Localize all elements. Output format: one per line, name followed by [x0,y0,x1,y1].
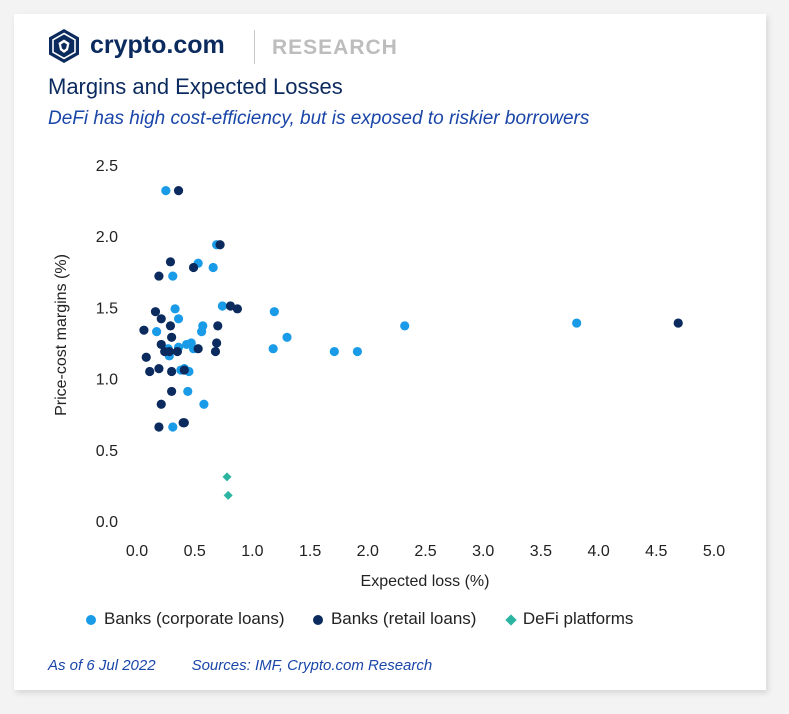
point-defi [223,490,233,500]
x-axis-title: Expected loss (%) [361,573,490,590]
point-corporate [168,271,178,281]
chart-card [14,14,766,690]
point-retail [172,346,182,357]
point-retail [154,364,164,374]
point-corporate [173,314,184,324]
y-axis-ticks: 0.0 0.5 1.0 1.5 2.0 2.5 [96,158,118,531]
point-corporate [217,301,227,311]
point-corporate [329,346,339,357]
x-tick-label: 4.0 [587,543,609,560]
crypto-com-lion-shield-icon [49,29,79,63]
point-retail [673,318,683,328]
point-retail [179,365,189,375]
point-retail [213,321,223,331]
point-retail [165,257,176,267]
y-tick-label: 2.0 [96,229,118,246]
point-corporate [268,344,278,354]
legend-marker-defi [505,613,517,626]
legend-item-corporate: Banks (corporate loans) [86,609,284,629]
point-corporate [161,186,171,196]
point-retail [145,366,155,377]
point-retail [225,301,236,311]
point-corporate [269,307,279,317]
point-retail [150,307,161,317]
y-tick-label: 1.5 [96,300,118,317]
chart-footer: As of 6 Jul 2022 Sources: IMF, Crypto.com… [48,657,432,674]
y-tick-label: 0.0 [96,514,118,531]
point-retail [178,418,188,428]
point-corporate [168,422,178,432]
point-retail [210,346,221,357]
point-corporate [282,332,292,342]
point-retail [165,321,176,331]
x-tick-label: 2.5 [414,543,436,560]
x-tick-label: 3.0 [472,543,494,560]
legend-label-corporate: Banks (corporate loans) [104,609,285,628]
legend-label-retail: Banks (retail loans) [330,609,477,628]
point-retail [139,325,149,335]
point-retail [156,314,166,324]
x-tick-label: 4.5 [645,543,667,560]
x-tick-label: 0.0 [126,543,148,560]
point-corporate [352,346,363,357]
x-tick-label: 2.0 [357,543,379,560]
point-retail [173,186,184,196]
legend-marker-retail [312,614,323,625]
point-defi [222,472,232,482]
as-of-date: As of 6 Jul 2022 [48,657,156,674]
y-axis-title: Price-cost margins (%) [53,254,70,416]
point-retail [164,346,174,357]
point-retail [154,271,164,281]
x-axis-ticks: 0.0 0.5 1.0 1.5 2.0 2.5 3.0 3.5 4.0 4.5 5.0 [126,543,725,560]
x-tick-label: 5.0 [703,543,725,560]
sources-note: Sources: IMF, Crypto.com Research [191,657,433,674]
point-corporate [183,386,193,397]
point-retail [167,386,177,397]
brand-divider [254,30,255,64]
point-retail [154,422,164,432]
point-retail [232,304,242,314]
brand-name: crypto.com [90,31,225,59]
legend-item-retail: Banks (retail loans) [312,609,477,629]
chart-subtitle: DeFi has high cost-efficiency, but is ex… [48,108,590,129]
point-corporate [197,327,207,337]
x-tick-label: 3.5 [530,543,552,560]
chart-title: Margins and Expected Losses [48,74,343,99]
legend-label-defi: DeFi platforms [522,609,634,628]
point-corporate [208,262,218,273]
point-retail [188,262,199,273]
point-retail [167,366,177,377]
point-retail [215,240,225,250]
point-retail [167,332,177,342]
x-tick-label: 1.0 [241,543,263,560]
legend-marker-corporate [86,614,96,625]
point-retail [156,399,166,409]
legend-item-defi: DeFi platforms [505,609,634,629]
point-retail [193,344,203,354]
point-retail [156,339,166,350]
point-corporate [152,327,162,337]
y-tick-label: 2.5 [96,158,118,175]
brand-section: RESEARCH [272,36,398,59]
chart-legend: Banks (corporate loans) Banks (retail lo… [86,609,657,635]
point-corporate [199,399,209,409]
y-tick-label: 1.0 [96,372,118,389]
data-points [139,186,683,500]
point-corporate [572,318,582,328]
x-tick-label: 1.5 [299,543,321,560]
point-corporate [170,304,180,314]
point-corporate [400,321,410,331]
x-tick-label: 0.5 [184,543,206,560]
y-tick-label: 0.5 [96,443,118,460]
point-retail [212,338,222,348]
point-retail [141,352,151,362]
